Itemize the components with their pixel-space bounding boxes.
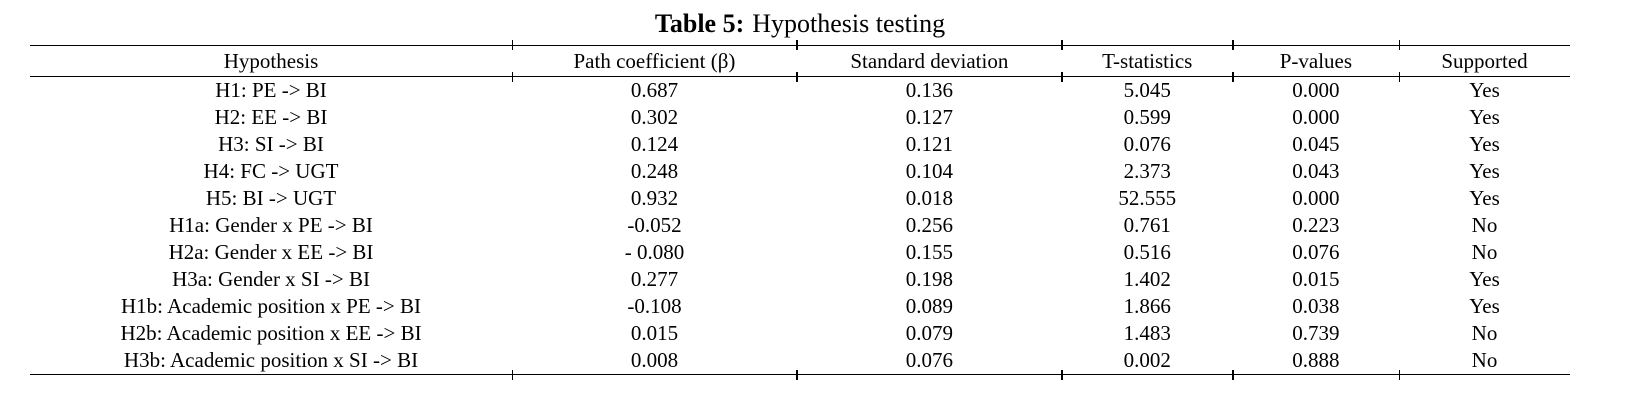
column-header: Path coefficient (β) <box>512 40 798 83</box>
hypothesis-cell: H4: FC -> UGT <box>203 159 339 183</box>
table-row: H3a: Gender x SI -> BI 0.277 0.198 1.402 0.0… <box>30 266 1570 293</box>
value-cell: 0.076 <box>796 347 1063 380</box>
table-row: H2a: Gender x EE -> BI - 0.080 0.155 0.516 0… <box>30 239 1570 266</box>
value-cell: 0.038 <box>1292 294 1340 318</box>
table-row: H2: EE -> BI 0.302 0.127 0.599 0.000 Yes <box>30 104 1570 131</box>
column-header: Hypothesis <box>30 40 514 83</box>
table-header: Hypothesis Path coefficient (β) Standard d… <box>30 40 1570 83</box>
value-cell: 0.076 <box>1123 132 1171 156</box>
table-body: H1: PE -> BI 0.687 0.136 5.045 0.000 Yes H2: E… <box>30 77 1570 380</box>
table-row: H3b: Academic position x SI -> BI 0.008 0.… <box>30 347 1570 380</box>
column-header: P-values <box>1232 40 1401 83</box>
value-cell: 0.018 <box>905 186 953 210</box>
value-cell: 1.402 <box>1123 267 1171 291</box>
table-row: H4: FC -> UGT 0.248 0.104 2.373 0.043 Yes <box>30 158 1570 185</box>
value-cell: 0.015 <box>630 321 679 345</box>
value-cell: 5.045 <box>1123 78 1171 102</box>
value-cell: 0.002 <box>1061 347 1234 380</box>
value-cell: 1.866 <box>1123 294 1171 318</box>
value-cell: 0.045 <box>1292 132 1340 156</box>
value-cell: -0.052 <box>627 213 682 237</box>
value-cell: 0.121 <box>905 132 953 156</box>
value-cell: 0.223 <box>1292 213 1340 237</box>
hypothesis-cell: H2a: Gender x EE -> BI <box>168 240 374 264</box>
hypothesis-cell: H1a: Gender x PE -> BI <box>169 213 373 237</box>
value-cell: 1.483 <box>1123 321 1171 345</box>
table-row: H5: BI -> UGT 0.932 0.018 52.555 0.000 Yes <box>30 185 1570 212</box>
value-cell: 0.000 <box>1292 105 1340 129</box>
value-cell: Yes <box>1469 267 1500 291</box>
value-cell: 0.089 <box>905 294 953 318</box>
column-header: T-statistics <box>1061 40 1234 83</box>
table-title-label: Table 5: <box>654 9 745 38</box>
value-cell: 52.555 <box>1118 186 1177 210</box>
table-row: H1b: Academic position x PE -> BI -0.108 0… <box>30 293 1570 320</box>
table-row: H2b: Academic position x EE -> BI 0.015 0.… <box>30 320 1570 347</box>
column-header: Supported <box>1399 45 1570 77</box>
hypothesis-cell: H3a: Gender x SI -> BI <box>172 267 370 291</box>
value-cell: Yes <box>1469 132 1500 156</box>
hypothesis-cell: H3b: Academic position x SI -> BI <box>30 347 514 380</box>
hypothesis-testing-table: Hypothesis Path coefficient (β) Standard d… <box>30 40 1570 380</box>
value-cell: -0.108 <box>627 294 682 318</box>
value-cell: No <box>1471 240 1498 264</box>
value-cell: 0.076 <box>1292 240 1340 264</box>
value-cell: 0.008 <box>512 347 798 380</box>
value-cell: 0.302 <box>630 105 679 129</box>
value-cell: 0.127 <box>905 105 953 129</box>
table-title: Table 5: Hypothesis testing <box>30 5 1570 43</box>
hypothesis-cell: H3: SI -> BI <box>218 132 324 156</box>
value-cell: 0.687 <box>630 78 679 102</box>
value-cell: 0.104 <box>905 159 953 183</box>
value-cell: 0.136 <box>905 78 953 102</box>
value-cell: No <box>1471 213 1498 237</box>
table-row: H3: SI -> BI 0.124 0.121 0.076 0.045 Yes <box>30 131 1570 158</box>
value-cell: No <box>1471 321 1498 345</box>
value-cell: 0.000 <box>1292 78 1340 102</box>
value-cell: Yes <box>1469 159 1500 183</box>
value-cell: 0.739 <box>1292 321 1340 345</box>
table-row: H1a: Gender x PE -> BI -0.052 0.256 0.761 0.… <box>30 212 1570 239</box>
table-title-text: Hypothesis testing <box>752 9 946 38</box>
hypothesis-cell: H2b: Academic position x EE -> BI <box>120 321 422 345</box>
table-row: H1: PE -> BI 0.687 0.136 5.045 0.000 Yes <box>30 77 1570 105</box>
value-cell: 0.079 <box>905 321 953 345</box>
value-cell: 0.248 <box>630 159 679 183</box>
value-cell: 0.256 <box>905 213 953 237</box>
value-cell: 0.516 <box>1123 240 1171 264</box>
hypothesis-cell: H1: PE -> BI <box>215 78 327 102</box>
value-cell: 0.155 <box>905 240 953 264</box>
value-cell: 0.198 <box>905 267 953 291</box>
header-row: Hypothesis Path coefficient (β) Standard d… <box>30 40 1570 83</box>
column-header: Standard deviation <box>796 40 1063 83</box>
value-cell: 0.000 <box>1292 186 1340 210</box>
value-cell: 0.932 <box>630 186 679 210</box>
hypothesis-cell: H5: BI -> UGT <box>205 186 337 210</box>
value-cell: - 0.080 <box>624 240 685 264</box>
hypothesis-cell: H1b: Academic position x PE -> BI <box>121 294 421 318</box>
value-cell: Yes <box>1469 186 1500 210</box>
hypothesis-cell: H2: EE -> BI <box>214 105 328 129</box>
value-cell: Yes <box>1469 78 1500 102</box>
value-cell: 0.043 <box>1292 159 1340 183</box>
value-cell: 2.373 <box>1123 159 1171 183</box>
value-cell: 0.124 <box>630 132 679 156</box>
value-cell: 0.888 <box>1232 347 1401 380</box>
value-cell: Yes <box>1469 294 1500 318</box>
value-cell: 0.761 <box>1123 213 1171 237</box>
value-cell: 0.015 <box>1292 267 1340 291</box>
value-cell: No <box>1399 347 1570 375</box>
value-cell: Yes <box>1469 105 1500 129</box>
value-cell: 0.599 <box>1123 105 1171 129</box>
value-cell: 0.277 <box>630 267 679 291</box>
